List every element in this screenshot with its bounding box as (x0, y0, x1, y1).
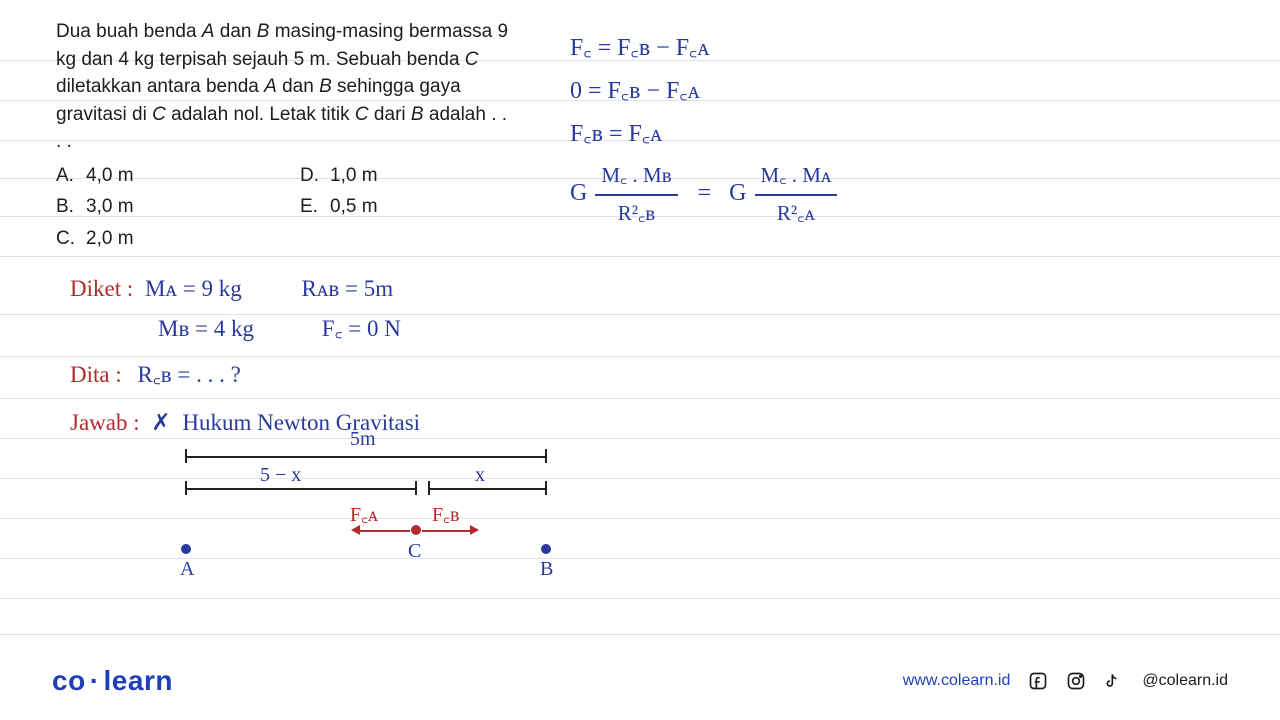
option-e-value: 0,5 m (330, 196, 378, 217)
option-e: E.0,5 m (300, 193, 516, 221)
dia-label-a: A (180, 558, 194, 581)
eq4-lhs-den: R²꜀ʙ (595, 196, 677, 232)
jawab-text: Hukum Newton Gravitasi (182, 410, 420, 435)
option-b: B.3,0 m (56, 193, 272, 221)
rule-line (0, 256, 1280, 257)
diket-rab: Rᴀʙ = 5m (301, 276, 393, 301)
dia-arrow-left-shaft (360, 530, 410, 532)
derivation-right: F꜀ = F꜀ʙ − F꜀ᴀ 0 = F꜀ʙ − F꜀ᴀ F꜀ʙ = F꜀ᴀ G… (570, 28, 1230, 234)
dia-total-tick-l (185, 449, 187, 463)
option-a: A.4,0 m (56, 162, 272, 190)
dia-leftseg-label: 5 − x (260, 464, 301, 487)
dia-force-fca: F꜀ᴀ (350, 500, 378, 527)
footer-links: www.colearn.id @colearn.id (903, 671, 1228, 691)
diket-mb: Mʙ = 4 kg (158, 316, 254, 341)
dia-label-c: C (408, 540, 421, 563)
dia-dot-b (541, 544, 551, 554)
option-d-value: 1,0 m (330, 165, 378, 186)
dia-dot-a (181, 544, 191, 554)
option-b-value: 3,0 m (86, 196, 134, 217)
dia-mid-tick-l (185, 481, 187, 495)
options-grid: A.4,0 m D.1,0 m B.3,0 m E.0,5 m C.2,0 m (56, 162, 516, 253)
eq4-rhs-num: M꜀ . Mᴀ (755, 158, 838, 196)
dia-mid-tick-c2 (428, 481, 430, 495)
option-c-label: C. (56, 225, 86, 253)
facebook-icon[interactable] (1028, 671, 1048, 691)
option-b-label: B. (56, 193, 86, 221)
dia-total-label: 5m (350, 428, 376, 451)
eq4-G-right: G (729, 181, 746, 207)
footer-bar: co·learn www.colearn.id @colearn.id (0, 650, 1280, 720)
dia-label-b: B (540, 558, 553, 581)
diket-ma: Mᴀ = 9 kg (145, 276, 242, 301)
option-a-label: A. (56, 162, 86, 190)
eq4-equals: = (698, 181, 712, 207)
dita-heading: Dita : (70, 362, 122, 387)
given-block: Diket : Mᴀ = 9 kg Rᴀʙ = 5m Mʙ = 4 kg F꜀ … (70, 270, 630, 444)
eq-line-3: F꜀ʙ = F꜀ᴀ (570, 114, 1230, 155)
eq-line-2: 0 = F꜀ʙ − F꜀ᴀ (570, 71, 1230, 112)
option-c: C.2,0 m (56, 225, 272, 253)
dia-dot-c (411, 525, 421, 535)
dia-mid-tick-c1 (415, 481, 417, 495)
diket-heading: Diket : (70, 276, 133, 301)
dia-force-fcb: F꜀ʙ (432, 500, 460, 527)
option-d-label: D. (300, 162, 330, 190)
eq4-rhs-frac: M꜀ . Mᴀ R²꜀ᴀ (753, 158, 840, 231)
footer-url[interactable]: www.colearn.id (903, 672, 1011, 690)
dia-mid-tick-r (545, 481, 547, 495)
dia-rightseg-label: x (475, 464, 485, 487)
dia-arrow-right-shaft (422, 530, 470, 532)
eq4-lhs-frac: M꜀ . Mʙ R²꜀ʙ (593, 158, 679, 231)
option-d: D.1,0 m (300, 162, 516, 190)
brand-right: learn (104, 665, 173, 696)
eq4-lhs-num: M꜀ . Mʙ (595, 158, 677, 196)
diket-row-1: Diket : Mᴀ = 9 kg Rᴀʙ = 5m (70, 270, 630, 308)
rule-line (0, 634, 1280, 635)
diket-row-2: Mʙ = 4 kg F꜀ = 0 N (70, 310, 630, 348)
diket-fc: F꜀ = 0 N (322, 316, 401, 341)
instagram-icon[interactable] (1066, 671, 1086, 691)
jawab-heading: Jawab : (70, 410, 140, 435)
dia-total-bar (185, 456, 545, 458)
option-e-label: E. (300, 193, 330, 221)
eq-line-4: G M꜀ . Mʙ R²꜀ʙ = G M꜀ . Mᴀ R²꜀ᴀ (570, 158, 1230, 231)
footer-handle[interactable]: @colearn.id (1142, 672, 1228, 690)
dia-arrow-left-head (351, 525, 360, 535)
dia-total-tick-r (545, 449, 547, 463)
dia-left-seg (185, 488, 415, 490)
force-diagram: 5m 5 − x x F꜀ᴀ F꜀ʙ A C B (190, 444, 590, 604)
brand-left: co (52, 665, 86, 696)
tiktok-icon[interactable] (1104, 671, 1124, 691)
dita-row: Dita : R꜀ʙ = . . . ? (70, 356, 630, 394)
problem-stem: Dua buah benda A dan B masing-masing ber… (56, 18, 516, 156)
eq-line-1: F꜀ = F꜀ʙ − F꜀ᴀ (570, 28, 1230, 69)
problem-block: Dua buah benda A dan B masing-masing ber… (56, 18, 516, 252)
eq4-rhs-den: R²꜀ᴀ (755, 196, 838, 232)
page-root: Dua buah benda A dan B masing-masing ber… (0, 0, 1280, 720)
brand-logo: co·learn (52, 665, 173, 697)
dia-right-seg (428, 488, 545, 490)
brand-dot: · (86, 665, 104, 696)
dita-text: R꜀ʙ = . . . ? (138, 362, 241, 387)
jawab-strike: ✗ (151, 410, 170, 435)
eq4-G-left: G (570, 181, 587, 207)
option-a-value: 4,0 m (86, 165, 134, 186)
option-c-value: 2,0 m (86, 228, 134, 249)
dia-arrow-right-head (470, 525, 479, 535)
